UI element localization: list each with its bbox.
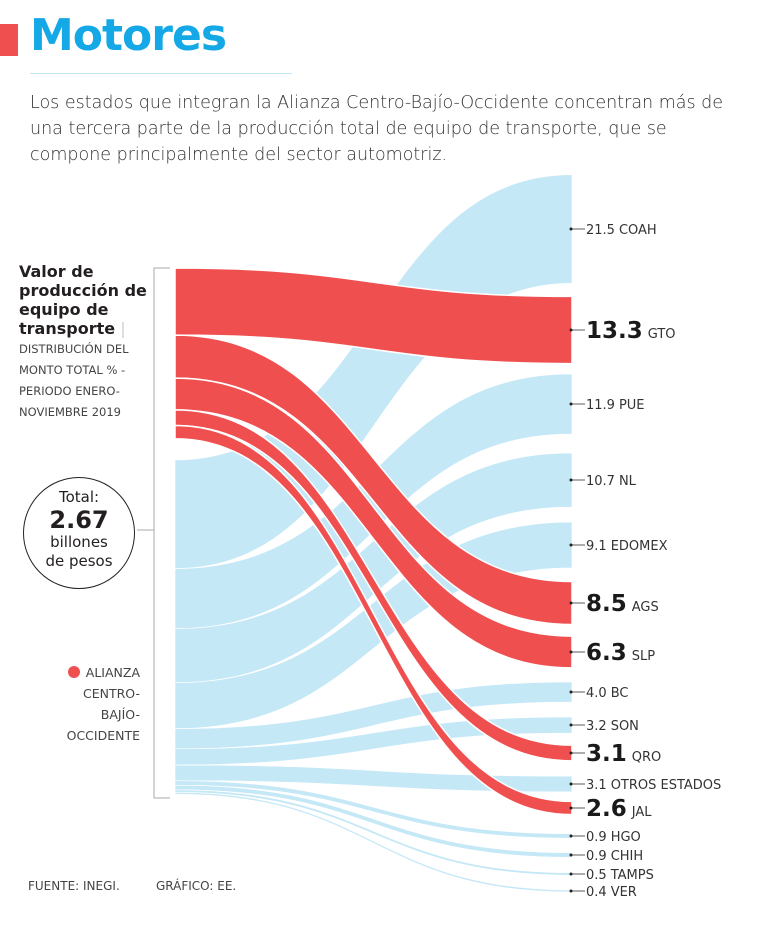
leader-dot xyxy=(569,782,573,786)
title-divider xyxy=(30,73,292,74)
flow-value: 10.7 xyxy=(586,474,615,489)
flow-state: BC xyxy=(611,686,629,701)
flow-label: 2.6 JAL xyxy=(586,796,652,822)
credit-note: GRÁFICO: EE. xyxy=(156,879,237,893)
legend-dot xyxy=(67,666,80,678)
leader-dot xyxy=(569,601,573,605)
leader-dot xyxy=(569,834,573,838)
flow-band-qro xyxy=(174,409,573,762)
flow-band-ags xyxy=(174,334,573,626)
total-badge: Total: 2.67 billones de pesos xyxy=(23,477,135,589)
page-title: Motores xyxy=(30,10,227,61)
legend: ALIANZA CENTRO-BAJÍO-OCCIDENTE xyxy=(55,662,140,746)
flow-value: 13.3 xyxy=(586,318,643,344)
leader-dot xyxy=(569,478,573,482)
flow-value: 6.3 xyxy=(586,640,627,666)
leader-dot xyxy=(569,402,573,406)
title-accent-bar xyxy=(0,24,18,56)
flow-value: 21.5 xyxy=(586,223,615,238)
leader-dot xyxy=(569,872,573,876)
flow-value: 3.2 xyxy=(586,719,607,734)
flow-state: SLP xyxy=(632,649,655,664)
flow-value: 9.1 xyxy=(586,539,607,554)
flow-state: AGS xyxy=(632,600,659,615)
leader-dot xyxy=(569,690,573,694)
flow-state: VER xyxy=(611,885,637,900)
flow-state: SON xyxy=(611,719,639,734)
flow-label: 0.5 TAMPS xyxy=(586,868,654,883)
flow-label: 0.9 CHIH xyxy=(586,849,643,864)
flow-state: QRO xyxy=(632,750,662,765)
flow-value: 4.0 xyxy=(586,686,607,701)
flow-label: 13.3 GTO xyxy=(586,318,676,344)
flow-label: 10.7 NL xyxy=(586,474,637,489)
flow-state: TAMPS xyxy=(610,868,654,883)
total-unit-2: de pesos xyxy=(45,552,113,570)
flow-band-son xyxy=(174,716,573,766)
leader-dot xyxy=(569,650,573,654)
flow-band-gto xyxy=(174,267,573,365)
flow-band-nl xyxy=(174,452,573,684)
flow-band-chih xyxy=(174,784,573,858)
leader-dot xyxy=(569,806,573,810)
flow-label: 21.5 COAH xyxy=(586,223,657,238)
heading-subtitle: DISTRIBUCIÓN DEL MONTO TOTAL % - PERIODO… xyxy=(19,342,129,419)
flow-value: 2.6 xyxy=(586,796,627,822)
flow-label: 4.0 BC xyxy=(586,686,628,701)
intro-text: Los estados que integran la Alianza Cent… xyxy=(30,93,724,165)
leader-dot xyxy=(569,543,573,547)
leader-dot xyxy=(569,853,573,857)
source-note: FUENTE: INEGI. xyxy=(28,879,120,893)
leader-dot xyxy=(569,328,573,332)
flow-value: 3.1 xyxy=(586,778,607,793)
flow-state: COAH xyxy=(619,223,657,238)
flow-band-otros-estados xyxy=(174,764,573,793)
flow-state: CHIH xyxy=(611,849,643,864)
flow-state: GTO xyxy=(648,327,676,342)
leader-dot xyxy=(569,723,573,727)
leader-dot xyxy=(569,889,573,893)
leader-dot xyxy=(569,751,573,755)
flow-label: 6.3 SLP xyxy=(586,640,655,666)
flow-label: 3.1 OTROS ESTADOS xyxy=(586,778,721,793)
flow-state: EDOMEX xyxy=(611,539,668,554)
flow-value: 3.1 xyxy=(586,741,627,767)
chart-heading: Valor de producción de equipo de transpo… xyxy=(19,262,154,422)
flow-label: 0.9 HGO xyxy=(586,830,641,845)
flow-value: 0.5 xyxy=(586,868,607,883)
flow-band-bc xyxy=(174,681,573,750)
flow-state: JAL xyxy=(631,805,652,820)
flow-band-hgo xyxy=(174,780,573,839)
heading-text: Valor de producción de equipo de transpo… xyxy=(19,262,147,338)
flow-value: 8.5 xyxy=(586,591,627,617)
flow-value: 11.9 xyxy=(586,398,615,413)
total-label: Total: xyxy=(58,488,100,506)
flow-value: 0.9 xyxy=(586,830,607,845)
bracket-line xyxy=(137,267,170,799)
flow-state: PUE xyxy=(619,398,645,413)
flow-label: 11.9 PUE xyxy=(586,398,645,413)
heading-separator: | xyxy=(120,319,126,338)
flow-label: 3.1 QRO xyxy=(586,741,661,767)
flow-value: 0.9 xyxy=(586,849,607,864)
total-unit-1: billones xyxy=(50,533,108,551)
flow-label: 3.2 SON xyxy=(586,719,639,734)
leader-dot xyxy=(569,227,573,231)
flow-state: NL xyxy=(619,474,637,489)
legend-label: ALIANZA CENTRO-BAJÍO-OCCIDENTE xyxy=(66,665,140,743)
flow-label: 8.5 AGS xyxy=(586,591,659,617)
flow-band-jal xyxy=(174,424,573,816)
flow-band-slp xyxy=(174,377,573,669)
flow-label: 9.1 EDOMEX xyxy=(586,539,668,554)
flow-label: 0.4 VER xyxy=(586,885,637,900)
flow-state: OTROS ESTADOS xyxy=(611,778,722,793)
flow-value: 0.4 xyxy=(586,885,607,900)
total-value: 2.67 xyxy=(49,506,109,534)
flow-band-tamps xyxy=(174,789,573,876)
flow-state: HGO xyxy=(611,830,641,845)
